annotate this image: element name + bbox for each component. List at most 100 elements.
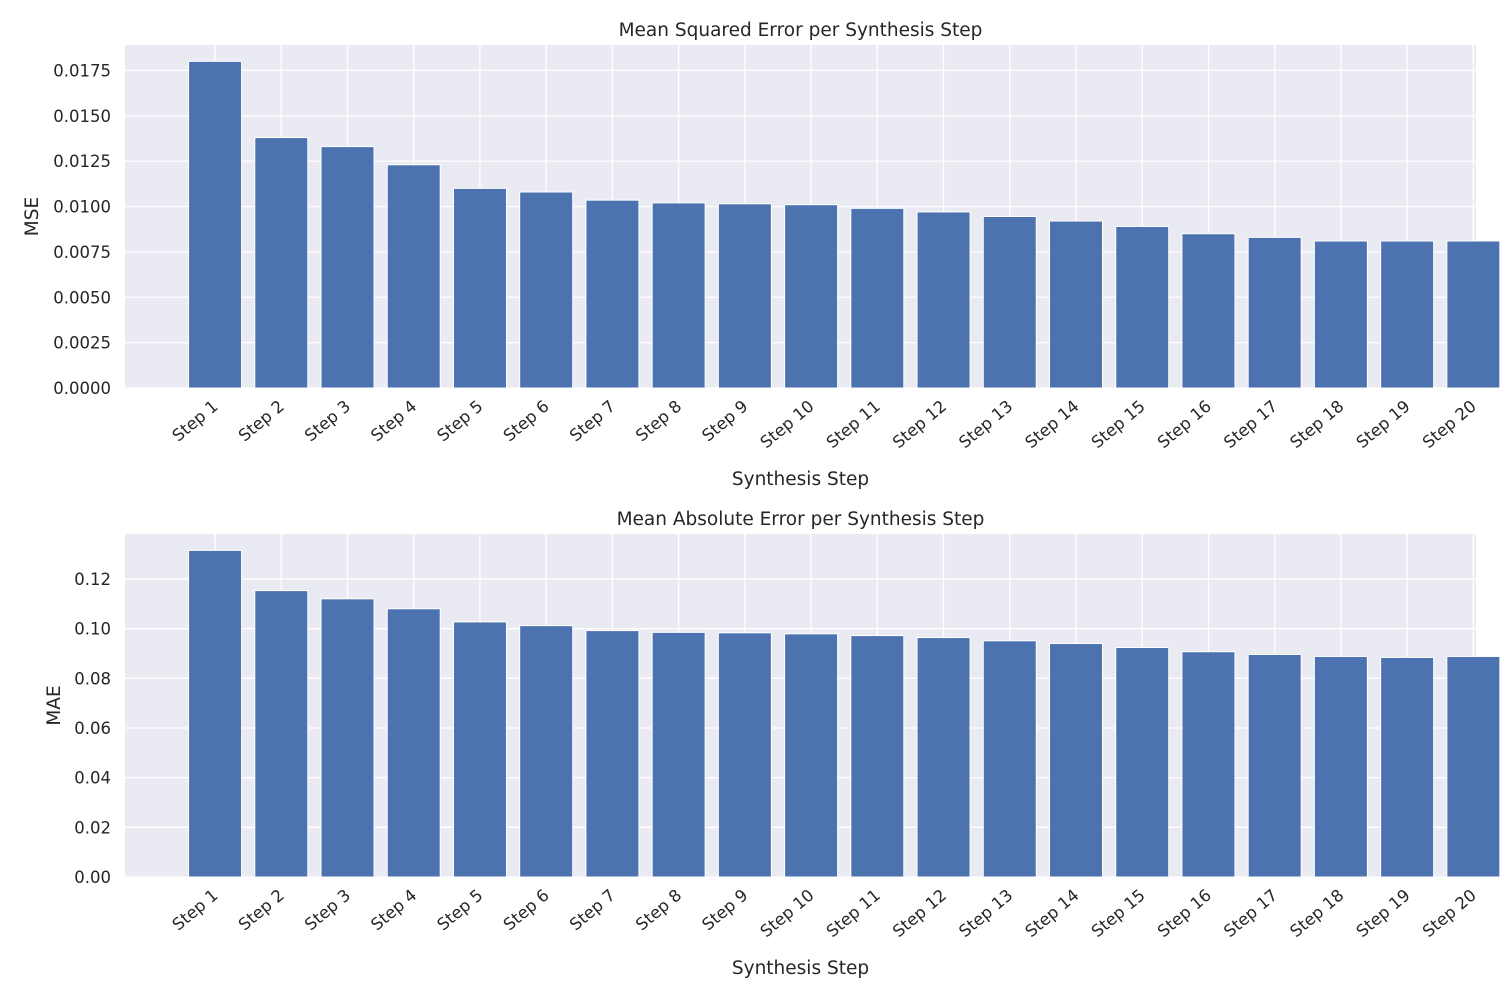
mse-bar bbox=[1446, 240, 1500, 389]
mae-x-tick-label: Step 4 bbox=[367, 886, 420, 935]
mse-x-tick-label: Step 8 bbox=[632, 397, 685, 446]
mse-bar bbox=[1380, 240, 1435, 389]
mae-x-tick-label: Step 16 bbox=[1154, 886, 1215, 942]
mae-bar bbox=[1115, 647, 1170, 878]
mse-x-tick-label: Step 13 bbox=[955, 397, 1016, 453]
mae-y-axis-label: MAE bbox=[44, 685, 65, 725]
mse-x-tick-label: Step 15 bbox=[1088, 397, 1149, 453]
mse-x-tick-label: Step 4 bbox=[367, 397, 420, 446]
mae-y-tick-label: 0.08 bbox=[74, 669, 111, 688]
mae-bar bbox=[188, 549, 243, 878]
mse-x-tick-label: Step 17 bbox=[1220, 397, 1281, 453]
mae-x-tick-label: Step 18 bbox=[1286, 886, 1347, 942]
mse-x-tick-label: Step 19 bbox=[1353, 397, 1414, 453]
mae-y-ticks: 0.00 0.02 0.04 0.06 0.08 0.10 0.12 bbox=[74, 570, 111, 887]
mse-x-tick-label: Step 16 bbox=[1154, 397, 1215, 453]
mse-x-axis-label: Synthesis Step bbox=[732, 469, 869, 490]
mae-y-tick-label: 0.02 bbox=[74, 818, 111, 837]
mse-chart-title: Mean Squared Error per Synthesis Step bbox=[619, 20, 983, 41]
mae-bar bbox=[386, 608, 441, 878]
mae-bar bbox=[850, 635, 905, 878]
mae-x-tick-label: Step 19 bbox=[1353, 886, 1414, 942]
mse-bar bbox=[916, 211, 971, 389]
mse-x-tick-label: Step 14 bbox=[1021, 397, 1082, 453]
mae-y-tick-label: 0.10 bbox=[74, 620, 111, 639]
mae-x-tick-label: Step 20 bbox=[1419, 886, 1480, 942]
mse-bar bbox=[254, 137, 309, 389]
mse-bars bbox=[188, 60, 1500, 389]
mae-y-tick-label: 0.12 bbox=[74, 570, 111, 589]
mse-bar bbox=[784, 204, 839, 389]
mse-x-tick-label: Step 5 bbox=[433, 397, 486, 446]
mae-y-tick-label: 0.00 bbox=[74, 868, 111, 887]
mae-bar bbox=[784, 633, 839, 878]
mse-x-tick-label: Step 7 bbox=[566, 397, 619, 446]
mae-bar bbox=[452, 621, 507, 878]
mae-x-tick-label: Step 10 bbox=[757, 886, 818, 942]
mae-x-tick-label: Step 15 bbox=[1088, 886, 1149, 942]
mae-x-tick-label: Step 12 bbox=[889, 886, 950, 942]
mae-x-tick-label: Step 9 bbox=[698, 886, 751, 935]
mae-x-tick-label: Step 1 bbox=[169, 886, 222, 935]
mse-y-tick-label: 0.0050 bbox=[53, 288, 111, 307]
mae-bars bbox=[188, 549, 1500, 878]
mse-chart: 0.0000 0.0025 0.0050 0.0075 0.0100 0.0125 0.01… bbox=[22, 20, 1500, 490]
mae-x-tick-label: Step 17 bbox=[1220, 886, 1281, 942]
mae-bar bbox=[1313, 655, 1368, 878]
mse-bar bbox=[1049, 220, 1103, 389]
mse-y-tick-label: 0.0075 bbox=[53, 243, 111, 262]
mse-bar bbox=[982, 216, 1037, 389]
mse-y-axis-label: MSE bbox=[22, 197, 43, 236]
mse-y-tick-label: 0.0100 bbox=[53, 198, 111, 217]
mse-x-tick-label: Step 2 bbox=[235, 397, 288, 446]
mae-x-tick-label: Step 3 bbox=[301, 886, 354, 935]
mse-x-ticks: Step 1 Step 2 Step 3 Step 4 Step 5 Step 6 Step… bbox=[169, 397, 1480, 453]
mse-bar bbox=[386, 164, 441, 389]
mae-y-tick-label: 0.06 bbox=[74, 719, 111, 738]
mae-bar bbox=[1446, 655, 1500, 878]
mae-bar bbox=[1247, 653, 1302, 878]
mae-y-tick-label: 0.04 bbox=[74, 769, 111, 788]
mae-chart: 0.00 0.02 0.04 0.06 0.08 0.10 0.12 Step 1 Step … bbox=[44, 509, 1500, 979]
mse-y-tick-label: 0.0000 bbox=[53, 379, 111, 398]
mae-bar bbox=[1181, 651, 1236, 878]
mse-x-tick-label: Step 18 bbox=[1286, 397, 1347, 453]
mse-x-tick-label: Step 10 bbox=[757, 397, 818, 453]
mse-bar bbox=[651, 202, 706, 389]
mae-x-tick-label: Step 13 bbox=[955, 886, 1016, 942]
mse-bar bbox=[585, 199, 640, 389]
mae-bar bbox=[320, 598, 375, 878]
mse-bar bbox=[1313, 240, 1368, 389]
mae-bar bbox=[519, 625, 574, 878]
mae-x-tick-label: Step 14 bbox=[1021, 886, 1082, 942]
mse-y-tick-label: 0.0175 bbox=[53, 61, 111, 80]
mse-y-tick-label: 0.0025 bbox=[53, 334, 111, 353]
mse-bar bbox=[717, 203, 772, 389]
mse-x-tick-label: Step 12 bbox=[889, 397, 950, 453]
mse-y-ticks: 0.0000 0.0025 0.0050 0.0075 0.0100 0.0125 0.01… bbox=[53, 61, 111, 398]
mse-bar bbox=[1181, 233, 1236, 389]
mse-bar bbox=[519, 191, 574, 389]
mae-x-tick-label: Step 6 bbox=[500, 886, 553, 935]
mse-y-tick-label: 0.0125 bbox=[53, 152, 111, 171]
mse-x-tick-label: Step 1 bbox=[169, 397, 222, 446]
mae-chart-title: Mean Absolute Error per Synthesis Step bbox=[617, 509, 985, 530]
mae-bar bbox=[585, 630, 640, 878]
mse-x-tick-label: Step 6 bbox=[500, 397, 553, 446]
mae-bar bbox=[916, 637, 971, 878]
mae-x-axis-label: Synthesis Step bbox=[732, 958, 869, 979]
mse-bar bbox=[1247, 236, 1302, 389]
mae-bar bbox=[1049, 643, 1103, 878]
mse-y-tick-label: 0.0150 bbox=[53, 107, 111, 126]
mae-x-tick-label: Step 7 bbox=[566, 886, 619, 935]
mae-x-ticks: Step 1 Step 2 Step 3 Step 4 Step 5 Step 6 Step… bbox=[169, 886, 1480, 942]
mse-bar bbox=[320, 146, 375, 389]
mse-bar bbox=[850, 207, 905, 389]
mae-x-tick-label: Step 2 bbox=[235, 886, 288, 935]
mae-x-tick-label: Step 8 bbox=[632, 886, 685, 935]
mae-bar bbox=[982, 640, 1037, 878]
mse-x-tick-label: Step 3 bbox=[301, 397, 354, 446]
mae-bar bbox=[651, 631, 706, 878]
mse-x-tick-label: Step 9 bbox=[698, 397, 751, 446]
mse-bar bbox=[1115, 225, 1170, 389]
